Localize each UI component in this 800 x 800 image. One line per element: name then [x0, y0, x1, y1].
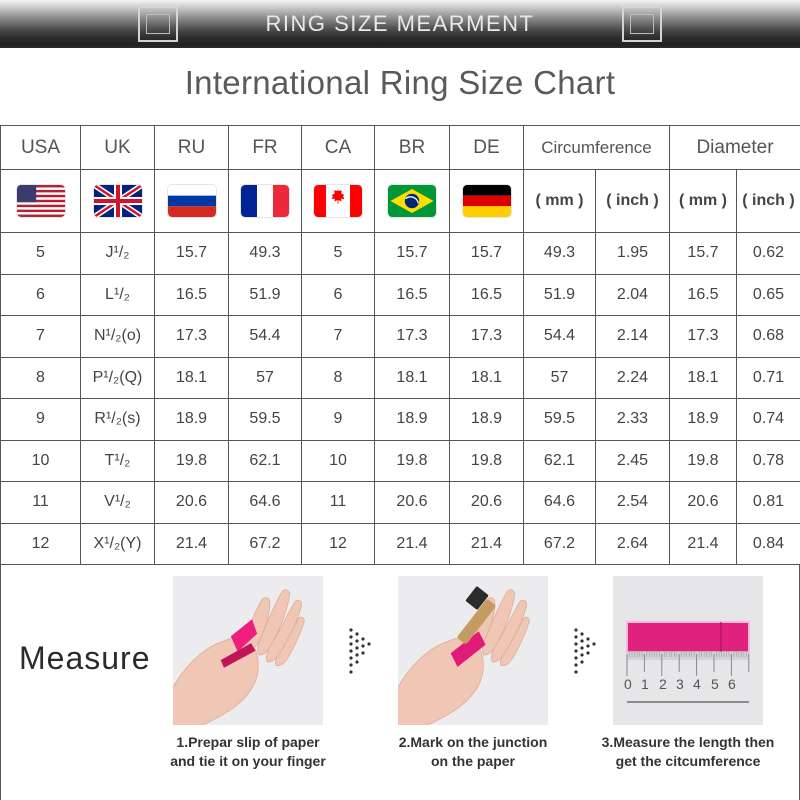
- svg-text:0: 0: [624, 676, 632, 692]
- svg-text:6: 6: [728, 676, 736, 692]
- svg-text:1: 1: [641, 676, 649, 692]
- svg-text:3: 3: [676, 676, 684, 692]
- svg-text:5: 5: [711, 676, 719, 692]
- svg-text:2: 2: [659, 676, 667, 692]
- svg-text:4: 4: [693, 676, 701, 692]
